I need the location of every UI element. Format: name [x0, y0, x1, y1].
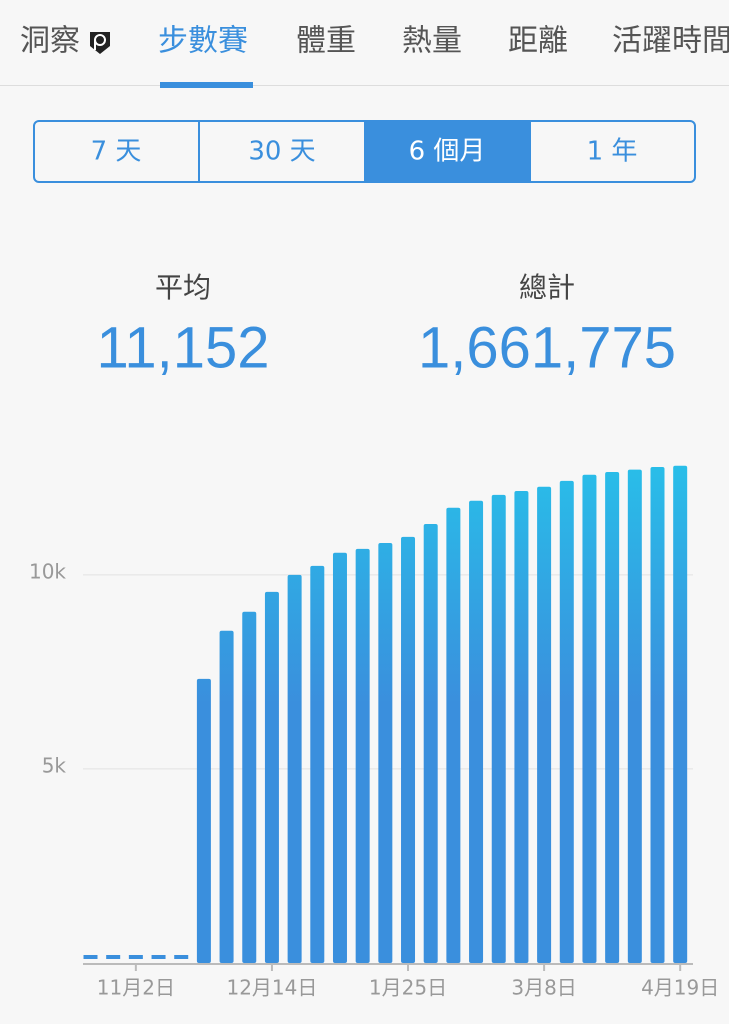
- bar: [196, 678, 211, 963]
- range-group: [33, 120, 696, 183]
- bar: [287, 574, 302, 963]
- tab[interactable]: 洞察: [20, 24, 80, 59]
- x-tick-label: 4月19日: [641, 976, 719, 1000]
- range-button[interactable]: 1 年: [587, 137, 638, 167]
- bar: [128, 955, 143, 959]
- bar: [605, 471, 620, 963]
- bar: [174, 955, 189, 959]
- stat-label: 平均: [155, 271, 211, 304]
- bar: [355, 548, 370, 963]
- chart: 5k 10k 11月2日 12月14日 1月25日 3月8日 4月19日: [29, 465, 719, 1000]
- x-tick-label: 11月2日: [97, 976, 175, 1000]
- stat-value: 11,152: [96, 315, 269, 380]
- bar: [83, 955, 98, 959]
- bar: [537, 486, 552, 963]
- range-button[interactable]: 7 天: [91, 137, 142, 167]
- bar: [151, 955, 166, 959]
- stat-label: 總計: [519, 271, 575, 304]
- tab[interactable]: 活躍時間: [612, 24, 729, 59]
- bar: [264, 591, 279, 963]
- bar: [219, 630, 234, 963]
- premium-icon: [90, 32, 110, 54]
- bar: [242, 611, 257, 963]
- bar: [650, 466, 665, 963]
- tab-indicator: [160, 82, 253, 88]
- bar: [446, 507, 461, 963]
- x-tick-label: 12月14日: [226, 976, 317, 1000]
- bar: [559, 480, 574, 963]
- y-tick-label: 5k: [42, 753, 67, 777]
- y-tick-label: 10k: [29, 559, 66, 583]
- bar: [401, 536, 416, 963]
- bar: [378, 543, 393, 963]
- bar: [469, 500, 484, 963]
- bar: [627, 469, 642, 963]
- range-selected-bg: [364, 121, 530, 182]
- bar: [332, 552, 347, 963]
- bar: [310, 565, 325, 963]
- range-button[interactable]: 6 個月: [409, 137, 486, 167]
- bar: [514, 491, 529, 963]
- tab[interactable]: 距離: [508, 24, 568, 59]
- x-tick-label: 1月25日: [369, 976, 447, 1000]
- bar: [673, 465, 688, 963]
- bar: [491, 494, 506, 963]
- range-button[interactable]: 30 天: [248, 137, 315, 167]
- bar: [106, 955, 121, 959]
- x-tick-label: 3月8日: [511, 976, 576, 1000]
- tab[interactable]: 體重: [296, 24, 356, 59]
- bar: [582, 474, 597, 963]
- stat-value: 1,661,775: [418, 315, 676, 380]
- bar: [423, 524, 438, 963]
- tab[interactable]: 步數賽: [158, 24, 248, 59]
- tab[interactable]: 熱量: [402, 24, 462, 59]
- header: [0, 0, 729, 85]
